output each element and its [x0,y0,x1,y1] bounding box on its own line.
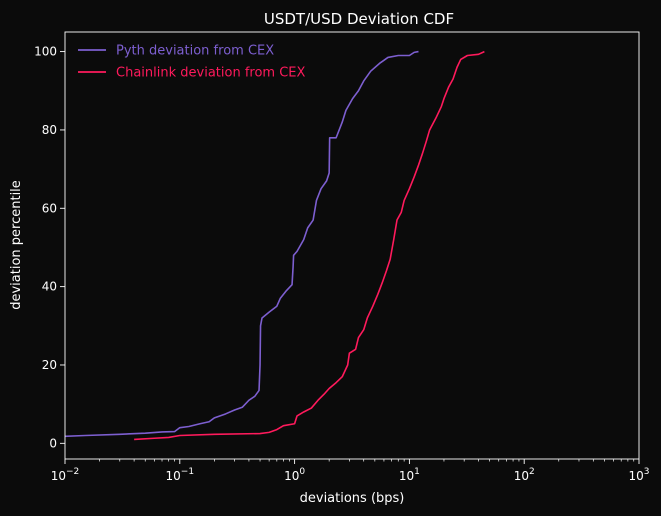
chart-title: USDT/USD Deviation CDF [264,10,454,28]
series-line-1 [134,50,485,441]
x-tick-label-2: 100 [284,467,305,483]
x-axis-label: deviations (bps) [300,491,405,506]
axes: 10−2 10−1 100 101 102 103 0 20 40 60 80 100 [34,45,649,483]
plot-frame [64,31,640,460]
y-tick-label-0: 0 [49,436,57,450]
legend-label-0: Pyth deviation from CEX [116,44,274,59]
y-tick-label-2: 40 [42,280,57,294]
y-tick-label-5: 100 [34,45,57,59]
y-tick-label-4: 80 [42,123,57,137]
legend-label-1: Chainlink deviation from CEX [116,66,305,81]
y-tick-label-1: 20 [42,358,57,372]
plot-area [64,50,485,441]
y-axis-label: deviation percentile [9,180,24,310]
series-line-0 [64,50,419,438]
legend: Pyth deviation from CEX Chainlink deviati… [78,44,305,81]
x-tick-label-3: 101 [399,467,420,483]
x-tick-label-5: 103 [628,467,649,483]
x-tick-label-1: 10−1 [166,467,195,483]
y-tick-label-3: 60 [42,201,57,215]
x-tick-label-0: 10−2 [51,467,80,483]
x-tick-label-4: 102 [514,467,535,483]
